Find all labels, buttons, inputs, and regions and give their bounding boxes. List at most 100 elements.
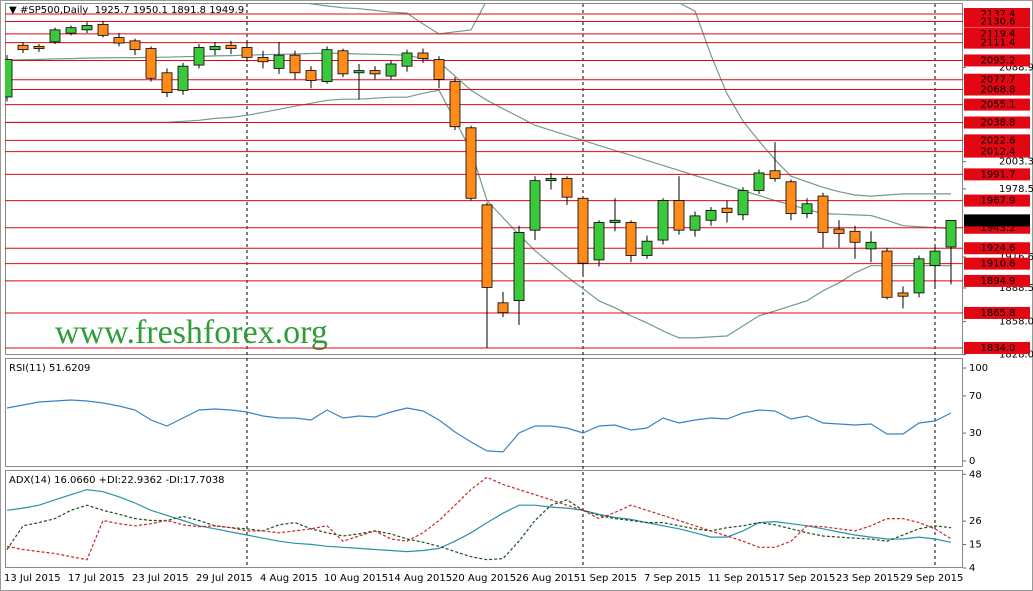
x-tick-label: 7 Sep 2015 (644, 573, 701, 584)
level-label-box (964, 27, 1030, 40)
candle-body (33, 45, 45, 49)
y-tick-label: 1858.0 (999, 317, 1033, 328)
candle-body (177, 65, 189, 91)
level-label-box (964, 36, 1030, 49)
x-tick-label: 11 Sep 2015 (708, 573, 771, 584)
level-label-box (964, 274, 1030, 287)
candle-body (897, 292, 909, 297)
candle-body (385, 63, 397, 77)
current-price-box (964, 214, 1030, 227)
level-label: 2119.4 (981, 29, 1016, 40)
candle-body (321, 49, 333, 82)
x-tick-label: 20 Aug 2015 (452, 573, 516, 584)
level-label: 1894.9 (981, 276, 1016, 287)
candle-body (673, 200, 685, 231)
candle-body (49, 29, 61, 43)
level-label: 2095.2 (981, 55, 1016, 66)
header: #SP500,Daily 1925.7 1950.1 1891.8 1949.9 (20, 5, 244, 16)
candle-body (273, 54, 285, 69)
level-label-box (964, 194, 1030, 207)
level-label: 2055.1 (981, 100, 1016, 111)
level-label-box (964, 15, 1030, 28)
candle-body (241, 47, 253, 58)
level-label-box (964, 341, 1030, 354)
level-label: 2038.8 (981, 118, 1016, 129)
level-label: 2068.8 (981, 85, 1016, 96)
candle-body (289, 54, 301, 74)
y-tick-label: 4 (969, 563, 975, 574)
rsi-title: RSI(11) 51.6209 (9, 363, 90, 374)
level-label: 2012.4 (981, 147, 1016, 158)
level-label-box (964, 54, 1030, 67)
y-tick-label: 1916.6 (999, 252, 1033, 263)
y-tick-label: 1888.5 (999, 283, 1033, 294)
series-line (6, 476, 952, 561)
candle-body (81, 25, 93, 31)
x-tick-label: 14 Aug 2015 (388, 573, 452, 584)
candle-body (849, 230, 861, 243)
main-panel (5, 3, 963, 355)
rsi-panel (5, 358, 963, 467)
candle-body (865, 241, 877, 250)
level-label: 1924.6 (981, 243, 1016, 254)
y-tick-label: 1978.5 (999, 184, 1033, 195)
y-tick-label: 30 (969, 428, 982, 439)
candle-body (721, 207, 733, 213)
candle-body (145, 48, 157, 79)
x-tick-label: 13 Jul 2015 (4, 573, 61, 584)
candles (5, 21, 957, 348)
x-tick-label: 4 Aug 2015 (260, 573, 318, 584)
candle-body (97, 23, 109, 36)
candle-body (497, 302, 509, 314)
level-label-box (964, 242, 1030, 255)
candle-body (209, 45, 221, 51)
candle-body (401, 52, 413, 67)
x-tick-label: 29 Sep 2015 (900, 573, 963, 584)
candle-body (161, 72, 173, 93)
level-label-box (964, 168, 1030, 181)
candle-body (785, 181, 797, 215)
series-line (6, 399, 952, 453)
x-tick-label: 23 Jul 2015 (132, 573, 189, 584)
level-label-box (964, 73, 1030, 86)
level-label: 1991.7 (981, 169, 1016, 180)
x-tick-label: 10 Aug 2015 (324, 573, 388, 584)
level-label-box (964, 134, 1030, 147)
level-label-box (964, 8, 1030, 21)
menu-arrow: ▼ (9, 5, 17, 16)
level-label-box (964, 257, 1030, 270)
level-label-box (964, 116, 1030, 129)
candle-body (705, 209, 717, 221)
series-line (6, 488, 952, 553)
candle-body (257, 56, 269, 63)
level-label: 1834.0 (981, 343, 1016, 354)
candle-body (417, 52, 429, 59)
candle-body (369, 70, 381, 75)
candle-body (625, 222, 637, 256)
candle-body (833, 228, 845, 234)
candle-body (337, 50, 349, 75)
level-label: 1865.8 (981, 308, 1016, 319)
x-tick-label: 17 Jul 2015 (68, 573, 125, 584)
candle-body (225, 44, 237, 49)
x-tick-label: 1 Sep 2015 (580, 573, 637, 584)
candle-body (609, 219, 621, 223)
x-tick-label: 26 Aug 2015 (516, 573, 580, 584)
candle-body (689, 215, 701, 231)
candle-body (513, 231, 525, 302)
watermark: www.freshforex.org (55, 314, 328, 351)
candle-body (593, 222, 605, 261)
y-tick-label: 2003.3 (999, 157, 1033, 168)
y-tick-label: 100 (969, 363, 988, 374)
level-label: 2130.6 (981, 16, 1016, 27)
y-tick-label: 2088.9 (999, 62, 1033, 73)
candle-body (113, 37, 125, 44)
level-label: 1910.6 (981, 259, 1016, 270)
y-tick-label: 48 (969, 469, 982, 480)
candle-body (769, 170, 781, 179)
candle-body (657, 200, 669, 241)
candle-body (433, 59, 445, 80)
candle-body (913, 258, 925, 294)
adx-title: ADX(14) 16.0660 +DI:22.9362 -DI:17.7038 (9, 475, 225, 486)
candle-body (449, 81, 461, 128)
